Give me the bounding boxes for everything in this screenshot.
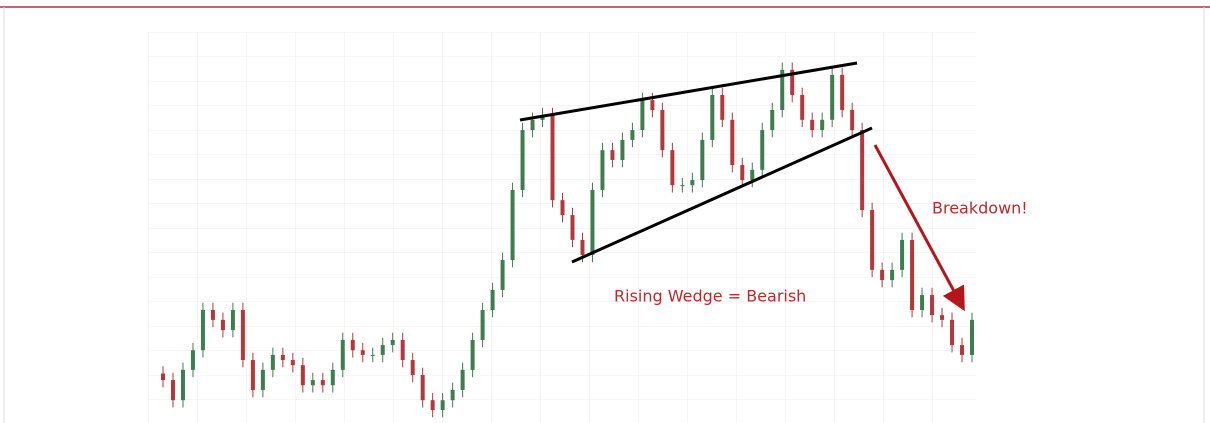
candle-body	[630, 130, 635, 140]
candle-body	[410, 360, 415, 376]
candle-body	[730, 119, 735, 166]
candle-body	[480, 310, 485, 340]
candle-body	[400, 339, 405, 361]
candle-body	[350, 339, 355, 351]
candle-body	[810, 119, 815, 131]
candle-body	[470, 339, 475, 370]
candle-body	[380, 345, 385, 355]
candle-body	[310, 380, 315, 386]
candle-body	[850, 109, 855, 131]
candle-body	[600, 150, 605, 190]
candle-body	[680, 185, 685, 187]
candle-body	[570, 215, 575, 240]
candle-body	[830, 74, 835, 120]
candle-body	[860, 130, 865, 211]
candle-body	[550, 115, 555, 201]
candle-body	[200, 310, 205, 351]
candle-body	[180, 369, 185, 401]
candle-body	[500, 260, 505, 290]
candle-body	[440, 400, 445, 411]
candle-body	[170, 380, 175, 401]
candle-body	[720, 95, 725, 120]
candle-body	[230, 310, 235, 331]
candle-body	[340, 339, 345, 370]
candle-body	[320, 380, 325, 386]
candle-body	[890, 269, 895, 281]
candle-body	[840, 74, 845, 110]
candle-body	[640, 100, 645, 131]
candle-body	[580, 239, 585, 255]
candle-body	[880, 269, 885, 281]
candle-body	[390, 339, 395, 346]
candle-body	[710, 95, 715, 140]
candle-body	[510, 189, 515, 261]
candle-body	[260, 369, 265, 390]
candle-body	[330, 369, 335, 386]
candle-body	[750, 169, 755, 181]
candle-body	[870, 210, 875, 270]
candle-body	[300, 365, 305, 386]
candle-body	[460, 369, 465, 390]
candle-body	[940, 315, 945, 320]
candle-body	[950, 319, 955, 346]
candle-body	[610, 150, 615, 160]
candle-body	[590, 189, 595, 255]
breakdown-arrow	[873, 144, 965, 312]
candle-body	[770, 109, 775, 131]
wedge-upper-line	[519, 61, 858, 122]
grid	[148, 32, 976, 423]
candle-body	[560, 200, 565, 216]
candle-body	[520, 130, 525, 190]
candle-body	[900, 239, 905, 270]
wedge-lower-line	[571, 126, 873, 264]
candle-body	[800, 95, 805, 120]
candle-body	[910, 239, 915, 311]
candle-body	[430, 400, 435, 411]
candle-body	[760, 130, 765, 170]
candle-body	[620, 139, 625, 160]
candle-body	[161, 373, 165, 381]
candle-body	[690, 180, 695, 186]
candle-body	[280, 354, 285, 361]
candle-body	[270, 354, 275, 370]
candle-body	[740, 165, 745, 181]
candle-body	[290, 360, 295, 366]
annotation: Breakdown!	[932, 199, 1028, 218]
candle-body	[530, 119, 535, 131]
candle-body	[660, 109, 665, 151]
candle-body	[780, 69, 785, 110]
annotation: Rising Wedge = Bearish	[614, 287, 806, 306]
candle-body	[670, 150, 675, 186]
candle-body	[960, 345, 965, 355]
candle-body	[650, 100, 655, 110]
candle-body	[700, 139, 705, 181]
candle-body	[370, 354, 375, 356]
candle-body	[450, 389, 455, 401]
candle-body	[790, 69, 795, 96]
candle-body	[970, 319, 974, 355]
candle-body	[490, 289, 495, 311]
candle-body	[420, 375, 425, 401]
candle-body	[240, 310, 245, 361]
candle-body	[190, 350, 195, 370]
candle-body	[820, 119, 825, 131]
candles	[161, 62, 974, 418]
candle-body	[220, 319, 225, 331]
candle-body	[360, 350, 365, 355]
candle-body	[930, 295, 935, 316]
candle-body	[920, 295, 925, 311]
candle-body	[250, 360, 255, 390]
candle-body	[210, 310, 215, 320]
